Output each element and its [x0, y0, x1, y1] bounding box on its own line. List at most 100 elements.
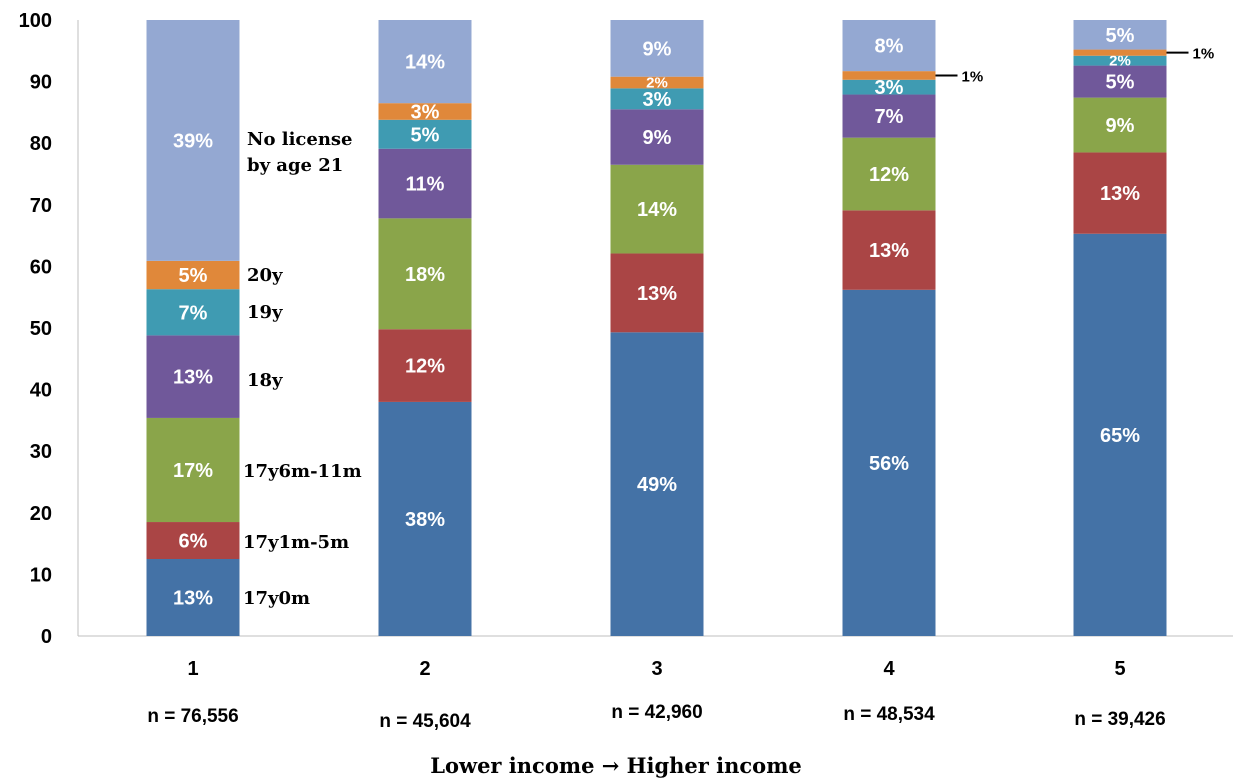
data-label: 6% [179, 531, 208, 553]
data-label: 17% [173, 460, 213, 482]
bar-segment [146, 289, 240, 336]
y-tick-label: 100 [19, 10, 52, 32]
y-tick-label: 50 [30, 318, 52, 340]
bar-segment [842, 289, 936, 636]
y-tick-label: 30 [30, 441, 52, 463]
bar-segment [610, 332, 704, 636]
data-label: 65% [1100, 425, 1140, 447]
data-label: 14% [637, 199, 677, 221]
legend-label-20y: 20y [247, 265, 283, 286]
x-tick-label: 3 [651, 658, 662, 680]
data-label: 39% [173, 130, 213, 152]
bar-segment [1073, 233, 1167, 636]
bar-segment [1073, 65, 1167, 98]
legend-label-17y6m-11m: 17y6m-11m [243, 461, 362, 482]
data-label: 9% [643, 38, 672, 60]
data-label: 3% [643, 89, 672, 111]
bar-segment [146, 417, 240, 523]
bar-segment [842, 71, 936, 80]
y-tick-label: 0 [41, 626, 52, 648]
bar-segment [842, 79, 936, 95]
data-label: 2% [646, 75, 668, 92]
data-label: 13% [1100, 183, 1140, 205]
legend-label-19y: 19y [247, 302, 283, 323]
bar-segment [842, 20, 936, 72]
data-label: 1% [1193, 46, 1215, 63]
data-label: 12% [405, 356, 445, 378]
legend-label-18y: 18y [247, 370, 283, 391]
bar-segment [842, 210, 936, 290]
bar-segment [842, 137, 936, 211]
x-tick-label: 1 [187, 658, 198, 680]
bar-segment [378, 119, 472, 149]
sample-size-label: n = 76,556 [147, 706, 238, 727]
bar-segment [610, 76, 704, 89]
data-label: 14% [405, 52, 445, 74]
bar-segment [378, 218, 472, 330]
bar-segment [610, 109, 704, 165]
data-label: 49% [637, 474, 677, 496]
data-label: 1% [962, 68, 984, 85]
data-label: 13% [173, 367, 213, 389]
y-tick-label: 80 [30, 133, 52, 155]
bars: 13%6%17%13%7%5%39%38%12%18%11%5%3%14%49%… [146, 20, 1215, 636]
sample-size-label: n = 48,534 [843, 704, 935, 725]
data-label: 9% [1106, 115, 1135, 137]
data-label: 5% [411, 124, 440, 146]
legend-label-17y1m-5m: 17y1m-5m [243, 532, 349, 553]
data-label: 13% [637, 283, 677, 305]
bar-segment [146, 335, 240, 418]
data-label: 7% [875, 106, 904, 128]
x-tick-label: 2 [419, 658, 430, 680]
bar-segment [378, 148, 472, 219]
bar-segment [610, 253, 704, 333]
data-label: 9% [643, 127, 672, 149]
data-label: 3% [875, 77, 904, 99]
sample-size-label: n = 42,960 [611, 702, 702, 723]
data-label: 7% [179, 302, 208, 324]
bar-segment [1073, 55, 1167, 66]
sample-size-label: n = 39,426 [1074, 709, 1165, 730]
data-label: 38% [405, 509, 445, 531]
bar-segment [610, 20, 704, 77]
legend-label-no-license-line1: No license [247, 129, 353, 150]
x-axis-label: Lower income → Higher income [430, 753, 802, 778]
legend-label-no-license-line2: by age 21 [247, 155, 343, 176]
axes: 0 10 20 30 40 50 60 70 80 90 100 1 n = 76,556 2 n = 45… [19, 10, 1233, 732]
data-label: 13% [869, 240, 909, 262]
data-label: 3% [411, 101, 440, 123]
bar-segment [610, 164, 704, 254]
bar-segment [610, 88, 704, 110]
y-tick-label: 60 [30, 256, 52, 278]
sample-size-label: n = 45,604 [379, 711, 471, 732]
bar-segment [1073, 97, 1167, 153]
bar-segment [146, 522, 240, 559]
bar-segment [1073, 152, 1167, 234]
bar-segment [1073, 20, 1167, 50]
data-label: 56% [869, 453, 909, 475]
data-label: 18% [405, 264, 445, 286]
x-tick-label: 4 [883, 658, 895, 680]
y-tick-label: 40 [30, 380, 52, 402]
data-label: 11% [406, 174, 445, 196]
data-label: 13% [173, 588, 213, 610]
bar-segment [1073, 49, 1167, 56]
x-tick-label: 5 [1114, 658, 1125, 680]
y-tick-label: 90 [30, 72, 52, 94]
data-label: 8% [875, 36, 904, 58]
bar-segment [378, 329, 472, 402]
y-tick-label: 70 [30, 195, 52, 217]
bar-segment [378, 401, 472, 636]
bar-segment [146, 260, 240, 290]
bar-segment [842, 94, 936, 138]
legend-label-17y0m: 17y0m [243, 588, 310, 609]
bar-segment [146, 20, 240, 261]
data-label: 5% [179, 265, 208, 287]
y-tick-label: 10 [30, 564, 52, 586]
inline-legend: 17y0m 17y1m-5m 17y6m-11m 18y 19y 20y No … [243, 129, 362, 609]
y-tick-label: 20 [30, 503, 52, 525]
data-label: 5% [1106, 25, 1135, 47]
bar-segment [378, 103, 472, 120]
data-label: 5% [1106, 72, 1135, 94]
